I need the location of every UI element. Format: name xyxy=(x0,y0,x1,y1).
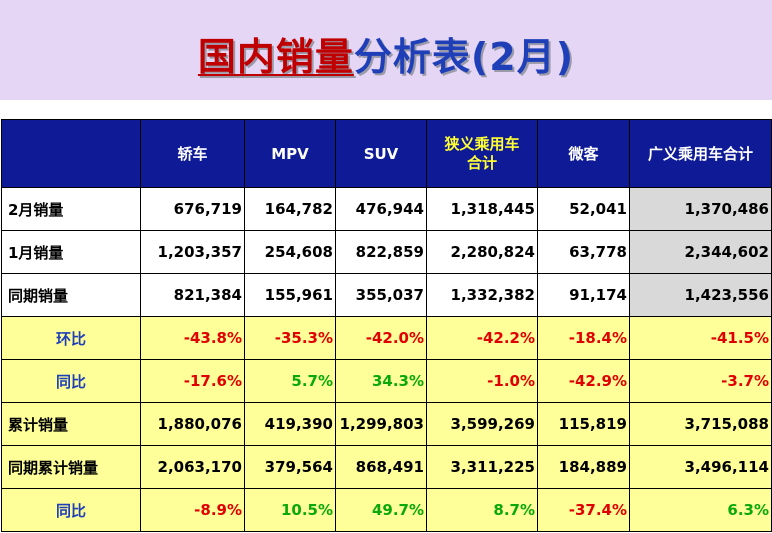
row-yoy: 同比 -17.6% 5.7% 34.3% -1.0% -42.9% -3.7% xyxy=(1,359,772,403)
header-broad-total: 广义乘用车合计 xyxy=(629,119,772,188)
table-cell: 2,344,602 xyxy=(629,230,772,274)
table-cell: 1,203,357 xyxy=(140,230,245,274)
table-cell: -43.8% xyxy=(140,316,245,360)
table-cell: 1,332,382 xyxy=(426,273,538,317)
table-cell: 1,880,076 xyxy=(140,402,245,446)
table-cell: 8.7% xyxy=(426,488,538,532)
table-cell: -1.0% xyxy=(426,359,538,403)
table-cell: 3,496,114 xyxy=(629,445,772,489)
table-cell: -8.9% xyxy=(140,488,245,532)
row-label: 环比 xyxy=(1,316,141,360)
table-cell: 3,311,225 xyxy=(426,445,538,489)
header-narrow-total-label: 狭义乘用车 合计 xyxy=(444,134,520,172)
table-cell: -18.4% xyxy=(537,316,630,360)
table-cell: 2,063,170 xyxy=(140,445,245,489)
table-cell: 1,318,445 xyxy=(426,187,538,231)
table-cell: -42.0% xyxy=(335,316,427,360)
table-cell: 868,491 xyxy=(335,445,427,489)
table-cell: 476,944 xyxy=(335,187,427,231)
table-cell: 91,174 xyxy=(537,273,630,317)
table-cell: 379,564 xyxy=(244,445,336,489)
table-cell: 115,819 xyxy=(537,402,630,446)
row-label: 1月销量 xyxy=(1,230,141,274)
table-cell: 1,423,556 xyxy=(629,273,772,317)
table-cell: 164,782 xyxy=(244,187,336,231)
row-cumulative-sales: 累计销量 1,880,076 419,390 1,299,803 3,599,269 11… xyxy=(1,402,772,446)
table-cell: 676,719 xyxy=(140,187,245,231)
row-label: 2月销量 xyxy=(1,187,141,231)
row-jan-sales: 1月销量 1,203,357 254,608 822,859 2,280,824 63,7… xyxy=(1,230,772,274)
table-cell: 6.3% xyxy=(629,488,772,532)
table-cell: 184,889 xyxy=(537,445,630,489)
page-title: 国内销量分析表(2月) xyxy=(0,26,772,81)
table-cell: -3.7% xyxy=(629,359,772,403)
table-cell: 2,280,824 xyxy=(426,230,538,274)
sales-table: 轿车 MPV SUV 狭义乘用车 合计 微客 广义乘用车合计 2月销量 676,71… xyxy=(1,119,772,532)
table-cell: 10.5% xyxy=(244,488,336,532)
table-cell: 49.7% xyxy=(335,488,427,532)
row-label: 同比 xyxy=(1,488,141,532)
table-cell: -42.2% xyxy=(426,316,538,360)
table-cell: 34.3% xyxy=(335,359,427,403)
table-cell: 3,599,269 xyxy=(426,402,538,446)
row-feb-sales: 2月销量 676,719 164,782 476,944 1,318,445 52,041… xyxy=(1,187,772,231)
table-cell: -41.5% xyxy=(629,316,772,360)
row-label: 同期销量 xyxy=(1,273,141,317)
header-suv: SUV xyxy=(335,119,427,188)
table-cell: 821,384 xyxy=(140,273,245,317)
table-cell: -37.4% xyxy=(537,488,630,532)
row-same-period-sales: 同期销量 821,384 155,961 355,037 1,332,382 91,174… xyxy=(1,273,772,317)
table-cell: -17.6% xyxy=(140,359,245,403)
header-narrow-total: 狭义乘用车 合计 xyxy=(426,119,538,188)
table-cell: 1,370,486 xyxy=(629,187,772,231)
title-band xyxy=(0,0,772,100)
header-mpv: MPV xyxy=(244,119,336,188)
table-cell: 3,715,088 xyxy=(629,402,772,446)
row-cumulative-yoy: 同比 -8.9% 10.5% 49.7% 8.7% -37.4% 6.3% xyxy=(1,488,772,532)
table-cell: 822,859 xyxy=(335,230,427,274)
header-row: 轿车 MPV SUV 狭义乘用车 合计 微客 广义乘用车合计 xyxy=(1,119,772,188)
table-cell: 1,299,803 xyxy=(335,402,427,446)
title-part-1: 国内销量 xyxy=(197,35,354,79)
table-cell: -35.3% xyxy=(244,316,336,360)
row-label: 累计销量 xyxy=(1,402,141,446)
table-cell: 63,778 xyxy=(537,230,630,274)
table-cell: -42.9% xyxy=(537,359,630,403)
row-label: 同比 xyxy=(1,359,141,403)
table-cell: 254,608 xyxy=(244,230,336,274)
table-cell: 355,037 xyxy=(335,273,427,317)
header-corner xyxy=(1,119,141,188)
title-part-2: 分析表(2月) xyxy=(353,35,575,79)
table-cell: 52,041 xyxy=(537,187,630,231)
header-minivan: 微客 xyxy=(537,119,630,188)
table-cell: 419,390 xyxy=(244,402,336,446)
row-label: 同期累计销量 xyxy=(1,445,141,489)
row-same-period-cumulative: 同期累计销量 2,063,170 379,564 868,491 3,311,225 18… xyxy=(1,445,772,489)
table-cell: 5.7% xyxy=(244,359,336,403)
header-sedan: 轿车 xyxy=(140,119,245,188)
row-mom: 环比 -43.8% -35.3% -42.0% -42.2% -18.4% -41.5% xyxy=(1,316,772,360)
table-cell: 155,961 xyxy=(244,273,336,317)
